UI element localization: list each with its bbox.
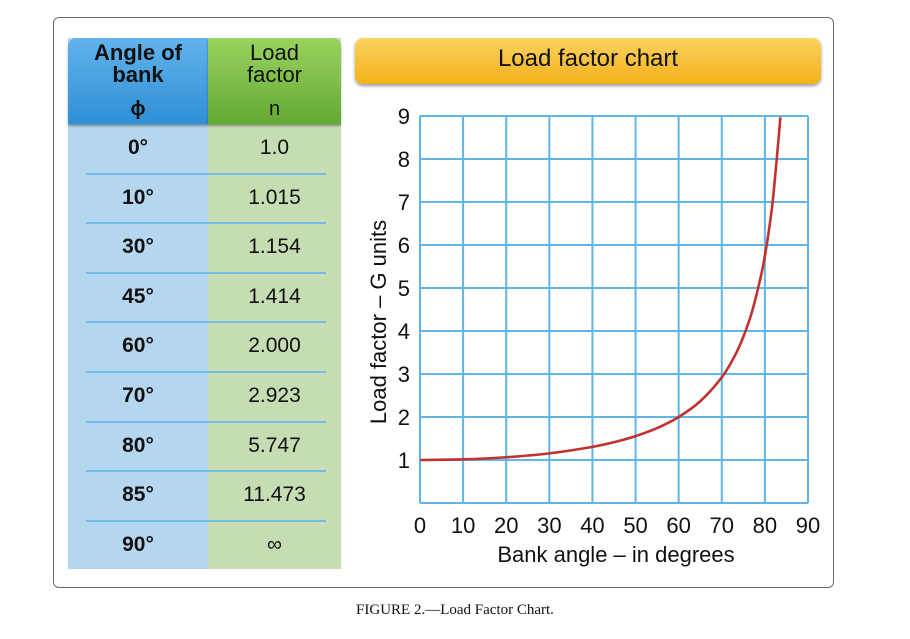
load-factor-cell: 1.414 [248,284,301,308]
row-separator [86,172,326,175]
bank-angle-column [68,38,208,569]
x-tick-label: 0 [414,513,426,538]
table-row: 70° 2.923 [68,372,341,420]
load-factor-cell: 1.154 [248,235,301,259]
y-tick-label: 5 [398,276,410,301]
table-row: 60° 2.000 [68,322,341,370]
y-tick-label: 3 [398,362,410,387]
chart-ticks: 0 10 20 30 40 50 60 70 80 90 1 2 3 4 5 6 7 8 9 [398,104,820,538]
chart-title-bar: Load factor chart [355,38,821,84]
bank-angle-cell: 60° [122,334,154,358]
y-tick-label: 6 [398,233,410,258]
table-row: 80° 5.747 [68,422,341,470]
x-tick-label: 60 [666,513,690,538]
table-row: 30° 1.154 [68,223,341,271]
load-factor-cell: 11.473 [243,483,306,507]
x-tick-label: 40 [580,513,604,538]
x-tick-label: 30 [537,513,561,538]
x-tick-label: 10 [451,513,475,538]
row-separator [86,470,326,473]
load-factor-table: Angle of bank ϕ Load factor n 0° 1.0 10° 1.… [68,38,341,569]
table-row: 90° ∞ [68,521,341,569]
table-row: 45° 1.414 [68,273,341,321]
x-tick-label: 80 [753,513,777,538]
row-separator [86,519,326,522]
load-header-line-2: factor [246,62,303,87]
table-row: 85° 11.473 [68,471,341,519]
load-factor-cell: 5.747 [248,433,301,457]
x-tick-label: 90 [796,513,820,538]
x-axis-label: Bank angle – in degrees [497,542,734,567]
chart-title: Load factor chart [497,45,679,72]
chart-grid [419,115,809,504]
row-separator [86,271,326,274]
bank-header-line-1: Angle of [94,40,182,65]
y-tick-label: 8 [398,147,410,172]
table-row: 10° 1.015 [68,174,341,222]
phi-symbol: ϕ [130,98,146,120]
bank-angle-cell: 70° [122,384,154,407]
load-factor-cell: 1.015 [248,185,301,209]
y-tick-label: 2 [398,405,410,430]
row-separator [86,222,326,225]
bank-angle-cell: 30° [122,235,154,259]
load-factor-cell: ∞ [267,532,282,556]
load-factor-cell: 2.923 [248,384,301,407]
bank-angle-cell: 85° [122,483,154,507]
x-tick-label: 70 [710,513,734,538]
bank-angle-cell: 90° [122,532,154,556]
table-row: 0° 1.0 [68,124,341,172]
y-tick-label: 9 [398,104,410,129]
bank-header-line-2: bank [112,62,164,87]
x-tick-label: 20 [494,513,518,538]
load-factor-column [208,38,341,569]
bank-angle-header: Angle of bank ϕ [68,38,208,124]
bank-angle-cell: 45° [122,284,154,308]
load-factor-cell: 1.0 [259,136,290,159]
bank-angle-cell: 80° [122,433,154,457]
y-tick-label: 4 [398,319,410,344]
bank-angle-cell: 10° [122,185,154,209]
row-separator [86,321,326,324]
figure-caption: FIGURE 2.—Load Factor Chart. [356,602,554,618]
bank-angle-cell: 0° [127,136,149,159]
load-header-line-1: Load [250,40,299,65]
row-separator [86,420,326,423]
n-symbol: n [268,98,281,120]
y-axis-label: Load factor – G units [366,220,391,424]
y-tick-label: 7 [398,190,410,215]
load-factor-curve [419,117,782,462]
row-separator [86,371,326,373]
load-factor-cell: 2.000 [248,334,301,358]
load-factor-header: Load factor n [208,38,341,124]
x-tick-label: 50 [623,513,647,538]
y-tick-label: 1 [398,448,410,473]
load-factor-chart: 0 10 20 30 40 50 60 70 80 90 1 2 3 4 5 6 7 8 9 Load factor… [366,104,820,567]
